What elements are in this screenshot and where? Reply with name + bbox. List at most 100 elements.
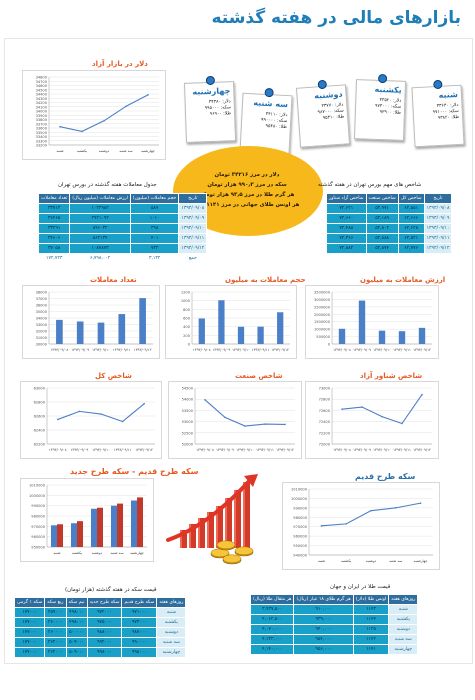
table-cell: ۶۲,۵۵۱ bbox=[397, 203, 425, 214]
y-tick-label: 34400 bbox=[36, 93, 48, 97]
day-note: شنبه دلار: ۳۳۶۳۰ سکه: ۹۷۱۰۰۰ طلا: ۹۳۸۲۰ bbox=[411, 79, 465, 148]
y-tick-label: 33700 bbox=[36, 122, 48, 126]
pin-icon bbox=[377, 73, 388, 84]
table-cell: ۹۳۹,۰۰۰ bbox=[293, 614, 354, 625]
table-row: ۱۳۹۳/۰۹/۰۸ ۶۲,۵۵۱ ۵۳,۹۷۱ ۷۲,۶۲۱ bbox=[326, 203, 453, 214]
y-tick-label: 2000000 bbox=[314, 313, 331, 317]
y-tick-label: 400 bbox=[183, 325, 191, 329]
summary-text: دلار در مرز ۳۴۲۱۶ تومان سکه در مرز ۹۹۰٫۳ … bbox=[178, 170, 316, 210]
x-tick-label: ۱۳۹۳/۰۹/۱۱ bbox=[256, 448, 274, 452]
table-cell: ۳۹۸ bbox=[129, 223, 180, 234]
x-tick-label: ۱۳۹۳/۰۹/۱۱ bbox=[114, 448, 132, 452]
y-tick-label: 62400 bbox=[34, 429, 46, 433]
x-tick-label: ۱۳۹۳/۰۹/۱۰ bbox=[236, 448, 254, 452]
y-tick-label: 33000 bbox=[36, 323, 48, 327]
table-cell: ۵۰۴۰۰۰ bbox=[65, 637, 88, 648]
y-tick-label: 31000 bbox=[36, 336, 48, 340]
table-cell: ۱۳۹۳/۰۹/۱۲ bbox=[423, 243, 453, 254]
table-row: شنبه ۱۱۴۳ ۹۱۰,۰۰۰ ۳,۹۳۷,۵۰۰ bbox=[249, 604, 419, 615]
column-header: ربع سکه bbox=[44, 597, 67, 608]
table-row: یکشنبه ۹۷۳۰۰۰ ۹۷۵۰۰۰ ۴۹۸۰۰۰ ۲۶۰۰۰۰ ۱۷۷۰۰۰ bbox=[13, 617, 187, 628]
table-cell: ۱۰۸۷۸۷۳ bbox=[69, 243, 131, 254]
table-cell: یکشنبه bbox=[156, 617, 187, 628]
table-cell: ۴۹۸۰۰۰ bbox=[65, 607, 88, 618]
x-tick-label: ۱۳۹۳/۰۹/۰۹ bbox=[353, 348, 371, 352]
table-cell: جمع bbox=[178, 253, 207, 263]
y-tick-label: 52000 bbox=[182, 443, 194, 447]
column-header: سکه طرح قدیم bbox=[121, 597, 158, 608]
data-point bbox=[345, 523, 347, 525]
table-row: چهارشنبه ۱۱۴۱ ۹۵۶,۰۰۰ ۴,۱۴۰,۰۰۰ bbox=[249, 644, 419, 655]
column-header: روزهای هفته bbox=[388, 594, 419, 605]
table-cell: ۴,۰۶۲,۵۰۰ bbox=[249, 614, 295, 625]
table-row: ۱۳۹۳/۰۹/۰۹ ۶۲,۶۶۶ ۵۳,۱۸۹ ۷۲,۶۶۰ bbox=[326, 213, 453, 224]
day-note-line: طلا: ۹۶۹۰۰ bbox=[209, 111, 232, 118]
decor-bar bbox=[180, 530, 187, 548]
x-tick-label: شنبه bbox=[318, 559, 325, 563]
x-tick-label: ۱۳۹۳/۰۹/۰۸ bbox=[333, 348, 351, 352]
data-point bbox=[121, 420, 124, 423]
column-header: تاریخ bbox=[423, 193, 453, 204]
x-tick-label: ۱۳۹۳/۰۹/۱۲ bbox=[276, 448, 294, 452]
bar bbox=[56, 319, 63, 344]
y-tick-label: 600 bbox=[183, 317, 191, 321]
table-row: ۱۳۹۳/۰۹/۰۸ ۵۸۹ ۱۰۲۲۹۸۲ ۳۳۷۱۳ bbox=[37, 203, 208, 214]
y-tick-label: 800 bbox=[183, 308, 191, 312]
table-cell: ۹۷۲۰۰۰ bbox=[86, 607, 123, 618]
decor-bar-highlight bbox=[225, 498, 227, 548]
table-cell: ۵۳,۱۸۹ bbox=[365, 213, 399, 224]
x-tick-label: ۱۳۹۳/۰۹/۰۹ bbox=[70, 448, 88, 452]
x-tick-label: ۱۳۹۳/۰۹/۱۱ bbox=[393, 348, 411, 352]
table-cell: ۱۱۴۳ bbox=[352, 604, 390, 615]
day-note: چهارشنبه دلار: ۳۴۳۸۰ سکه: ۹۹۵۰۰۰ طلا: ۹۶۹۰۰ bbox=[183, 75, 237, 143]
decor-bar bbox=[207, 512, 214, 548]
column-header: شاخص آزاد شناور bbox=[326, 193, 367, 204]
coin-face-icon bbox=[234, 546, 254, 556]
data-point bbox=[370, 509, 372, 512]
series-line bbox=[57, 403, 145, 423]
y-tick-label: 37000 bbox=[36, 297, 48, 301]
decor-bar-highlight bbox=[189, 524, 191, 548]
table-cell: ۹۵۴,۰۰۰ bbox=[293, 634, 354, 645]
table-cell: ۱۱۳۵ bbox=[352, 624, 390, 635]
table-row: ۱۳۹۳/۰۹/۱۰ ۶۲,۶۲۸ ۵۲,۸۰۲ ۷۲,۴۸۸ bbox=[326, 223, 453, 234]
free-float-chart: 72000 72200 72400 72600 72800 73000 ۱۳۹۳/۰۹/۰۸… bbox=[305, 381, 439, 459]
table-row: ۱۳۹۳/۰۹/۱۱ ۴۰۱ ۸۶۲۱۳۴ ۳۴۶۰۶ bbox=[37, 233, 208, 244]
x-tick-label: ۱۳۹۳/۰۹/۱۱ bbox=[113, 348, 131, 352]
table-cell: ۳۶۴۶۵ bbox=[37, 213, 71, 224]
x-tick-label: ۱۳۹۳/۰۹/۱۰ bbox=[373, 448, 391, 452]
y-tick-label: 62800 bbox=[34, 401, 46, 405]
coin-compare-chart: 950000 960000 970000 980000 990000 1000000 101… bbox=[20, 478, 154, 562]
y-tick-label: 33400 bbox=[36, 135, 48, 139]
table-cell: ۷۲,۴۸۸ bbox=[326, 223, 367, 234]
day-note-line: طلا: ۹۵۴۸۰ bbox=[265, 123, 287, 131]
decor-bar bbox=[216, 506, 223, 548]
x-tick-label: ۱۳۹۳/۰۹/۱۲ bbox=[413, 448, 431, 452]
table-cell: ۷۲,۶۲۱ bbox=[326, 203, 367, 214]
table-cell: ۹۵۶,۰۰۰ bbox=[293, 644, 354, 655]
volume-chart-title: حجم معاملات به میلیون bbox=[225, 276, 306, 284]
y-tick-label: 3000000 bbox=[314, 298, 331, 302]
table-cell: ۴۰۱ bbox=[129, 233, 180, 244]
page-title: بازارهای مالی در هفته گذشته bbox=[211, 8, 461, 28]
y-tick-label: 72800 bbox=[319, 398, 331, 402]
table-cell: ۹۴۰,۰۰۰ bbox=[293, 624, 354, 635]
day-note-title: شنبه bbox=[438, 89, 459, 100]
bar bbox=[398, 331, 406, 344]
bar bbox=[51, 525, 57, 547]
x-tick-label: ۱۳۹۳/۰۹/۰۸ bbox=[196, 448, 214, 452]
table-cell: ۳,۹۳۷,۵۰۰ bbox=[249, 604, 295, 615]
bar bbox=[139, 298, 146, 344]
x-tick-label: شنبه bbox=[53, 551, 60, 555]
y-tick-label: 0 bbox=[188, 343, 191, 347]
y-tick-label: 960000 bbox=[293, 535, 307, 539]
table-cell: ۷۲,۶۶۰ bbox=[326, 213, 367, 224]
y-tick-label: 1000000 bbox=[314, 328, 331, 332]
table-cell: ۱۳۹۳/۰۹/۰۸ bbox=[423, 203, 453, 214]
table-cell: شنبه bbox=[388, 604, 419, 615]
table-cell: ۱۰۱۰ bbox=[129, 213, 180, 224]
trades-table-title: جدول معاملات هفته گذشته در بورس تهران bbox=[58, 182, 157, 188]
decor-bar-highlight bbox=[234, 490, 236, 548]
table-cell: یکشنبه bbox=[388, 614, 419, 625]
decor-bar bbox=[243, 482, 250, 548]
